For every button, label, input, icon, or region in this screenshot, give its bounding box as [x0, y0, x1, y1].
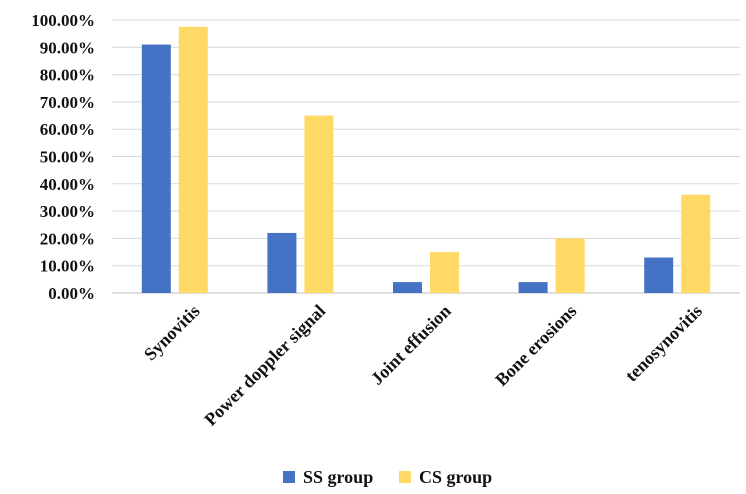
legend-label: SS group [303, 467, 373, 487]
bar-ss-group [518, 282, 548, 293]
legend-swatch [399, 471, 411, 483]
legend-label: CS group [419, 467, 492, 487]
bars [141, 26, 711, 293]
y-tick-label: 90.00% [40, 38, 95, 57]
bar-ss-group [267, 232, 297, 293]
bar-cs-group [555, 238, 585, 293]
bar-ss-group [644, 257, 674, 293]
bar-cs-group [304, 115, 334, 293]
y-tick-label: 10.00% [40, 257, 95, 276]
y-axis-ticks: 0.00% 10.00% 20.00% 30.00% 40.00% 50.00% 60.00… [31, 11, 95, 303]
y-tick-label: 20.00% [40, 229, 95, 248]
bar-cs-group [430, 252, 459, 293]
y-tick-label: 50.00% [40, 148, 95, 167]
y-tick-label: 80.00% [40, 66, 95, 85]
y-tick-label: 40.00% [40, 175, 95, 194]
x-category-label: Bone erosions [491, 301, 580, 390]
y-tick-label: 30.00% [40, 202, 95, 221]
y-tick-label: 0.00% [48, 284, 95, 303]
bar-ss-group [393, 282, 422, 293]
legend: SS group CS group [283, 467, 492, 487]
x-category-label: Synovitis [140, 301, 204, 365]
y-tick-label: 100.00% [31, 11, 95, 30]
bar-cs-group [681, 194, 711, 293]
x-category-label: Joint effusion [367, 301, 455, 389]
x-category-label: tenosynovitis [621, 301, 706, 386]
x-category-label: Power doppler signal [200, 301, 329, 430]
legend-swatch [283, 471, 295, 483]
bar-cs-group [178, 26, 208, 293]
y-tick-label: 70.00% [40, 93, 95, 112]
gridlines [112, 19, 740, 294]
bar-ss-group [141, 44, 171, 293]
y-tick-label: 60.00% [40, 120, 95, 139]
